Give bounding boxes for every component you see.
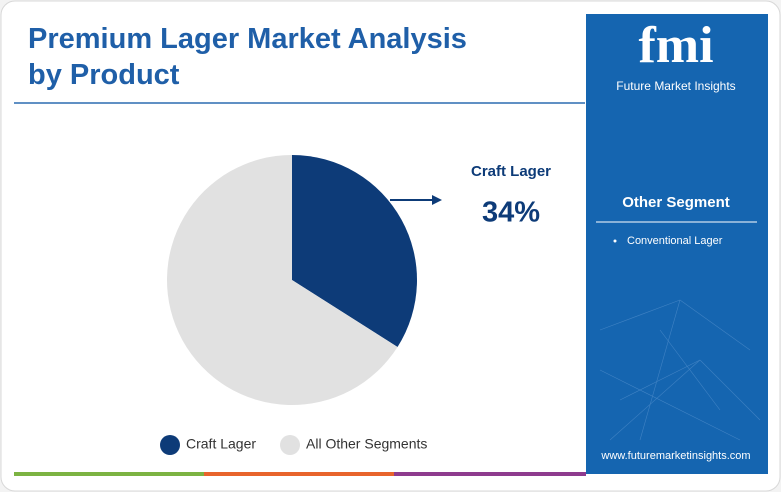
pie-slice <box>292 155 417 347</box>
legend-label: Craft Lager <box>186 436 256 452</box>
url: www.futuremarketinsights.com <box>600 450 750 462</box>
legend-swatch <box>280 435 300 455</box>
chart-title: Premium Lager Market Analysis by Product <box>28 23 467 91</box>
sidebar-item: Conventional Lager <box>627 235 723 247</box>
legend: Craft Lager All Other Segments <box>160 435 427 455</box>
pie-slice <box>167 155 398 406</box>
callout-label: Craft Lager <box>471 163 551 180</box>
logo-name: Future Market Insights <box>616 79 735 93</box>
network-decoration <box>599 299 761 441</box>
pie <box>167 155 417 406</box>
legend-label: All Other Segments <box>306 436 427 452</box>
strip <box>14 472 204 476</box>
sidebar-heading: Other Segment <box>622 194 730 211</box>
callout-value: 34% <box>482 197 540 229</box>
strip <box>394 472 586 476</box>
legend-swatch <box>160 435 180 455</box>
logo-mark: fmi <box>638 17 713 74</box>
strip <box>204 472 394 476</box>
bullet <box>613 239 617 243</box>
callout-arrowhead <box>432 195 442 205</box>
